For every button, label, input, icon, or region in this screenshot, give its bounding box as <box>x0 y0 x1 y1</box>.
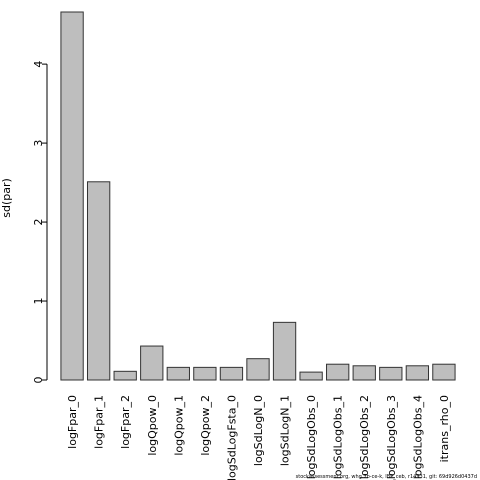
bar <box>86 181 111 381</box>
bar <box>352 365 376 381</box>
x-tick-label: logSdLogObs_1 <box>332 395 345 479</box>
x-tick-label: logSdLogFsta_0 <box>225 395 238 480</box>
bar <box>219 366 244 381</box>
y-tick-label: 2 <box>32 219 45 226</box>
y-axis-label: sd(par) <box>0 178 13 218</box>
bar <box>166 366 190 381</box>
bar <box>379 366 403 381</box>
bar <box>246 358 270 381</box>
y-tick-label: 4 <box>32 61 45 68</box>
x-tick-label: logFpar_0 <box>66 395 79 449</box>
footnote: stockassessment.org, whg.7b-ce-k, IBP_ce… <box>296 474 477 480</box>
x-tick-label: logFpar_2 <box>119 395 132 449</box>
bar <box>60 11 84 381</box>
x-tick-label: itrans_rho_0 <box>438 395 451 462</box>
bar <box>405 365 430 381</box>
x-tick-label: logQpow_1 <box>172 395 185 456</box>
x-tick-label: logQpow_2 <box>199 395 212 456</box>
bar <box>326 363 350 381</box>
x-tick-label: logSdLogObs_2 <box>358 395 371 479</box>
x-tick-label: logQpow_0 <box>146 395 159 456</box>
x-tick-label: logSdLogN_1 <box>279 395 292 466</box>
y-tick-label: 3 <box>32 140 45 147</box>
bar <box>193 366 217 381</box>
bar <box>272 321 297 381</box>
x-tick-label: logSdLogObs_4 <box>411 395 424 479</box>
bar <box>299 371 323 381</box>
x-tick-label: logFpar_1 <box>93 395 106 449</box>
y-tick-label: 1 <box>32 298 45 305</box>
bar <box>140 345 164 381</box>
x-tick-label: logSdLogObs_0 <box>305 395 318 479</box>
bar <box>113 370 137 381</box>
bar <box>432 363 456 381</box>
y-tick-label: 0 <box>32 377 45 384</box>
x-tick-label: logSdLogObs_3 <box>385 395 398 479</box>
x-tick-label: logSdLogN_0 <box>252 395 265 466</box>
